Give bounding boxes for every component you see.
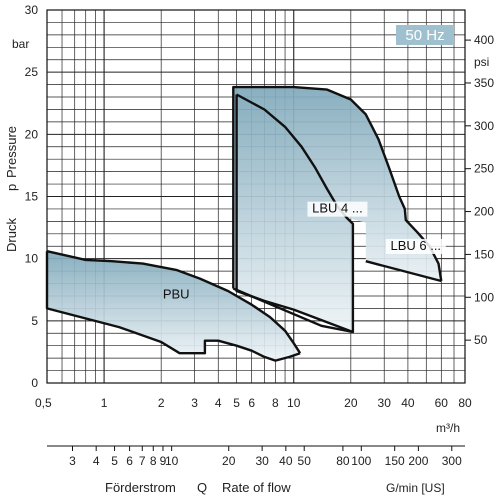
outline-lbu6-bottom [365,260,442,283]
x-unit-gpm: G/min [US] [386,481,445,495]
frequency-badge-label: 50 Hz [405,27,444,44]
frequency-badge [396,25,454,45]
tick-label-gpm: 40 [279,454,293,468]
tick-label-psi: 50 [474,333,488,347]
tick-label-gpm: 30 [255,454,269,468]
tick-label-m3h: 0,5 [35,396,52,410]
tick-label-gpm: 8 [150,454,157,468]
plot-frame [46,9,466,384]
region-label: LBU 6 ... [390,238,441,253]
tick-label-psi: 100 [474,290,494,304]
tick-label-psi: 150 [474,247,494,261]
tick-label-m3h: 80 [458,396,472,410]
tick-label-m3h: 5 [233,396,240,410]
tick-label-m3h: 8 [272,396,279,410]
region-labels: PBU LBU 4 ... LBU 6 ... [163,201,446,301]
region-label: PBU [163,286,190,301]
tick-label-psi: 400 [474,33,494,47]
y-unit-psi: psi [474,55,489,69]
tick-label-gpm: 7 [139,454,146,468]
region-lbu-4 [236,94,353,332]
tick-label-m3h: 4 [215,396,222,410]
tick-label-gpm: 4 [93,454,100,468]
tick-label-m3h: 6 [248,396,255,410]
tick-label-bar: 10 [25,252,39,266]
tick-label-gpm: 9 [160,454,167,468]
tick-label-gpm: 80 [336,454,350,468]
tick-label-psi: 200 [474,205,494,219]
tick-label-m3h: 2 [158,396,165,410]
tick-label-gpm: 300 [442,454,462,468]
x-title-foerderstrom: Förderstrom [105,480,176,495]
pressure-psi-ticks: 50 100 150 200 250 300 350 400 [465,33,494,347]
y-title-druck: Druck [4,218,19,252]
tick-label-gpm: 100 [351,454,371,468]
tick-label-m3h: 60 [435,396,449,410]
tick-label-m3h: 30 [378,396,392,410]
tick-label-bar: 30 [25,3,39,17]
tick-label-gpm: 10 [165,454,179,468]
y-title-pressure: Pressure [4,126,19,178]
region-label: LBU 4 ... [312,201,363,216]
tick-label-m3h: 20 [344,396,358,410]
tick-label-gpm: 50 [298,454,312,468]
tick-label-gpm: 6 [126,454,133,468]
tick-label-gpm: 200 [408,454,428,468]
y-title-p: p [4,184,19,191]
tick-label-psi: 250 [474,162,494,176]
x-title-rate-of-flow: Rate of flow [222,480,291,495]
tick-label-gpm: 150 [385,454,405,468]
region-pbu [47,251,301,361]
tick-label-m3h: 3 [191,396,198,410]
x-unit-m3h: m³/h [436,421,460,435]
y-unit-bar: bar [12,37,29,51]
tick-label-gpm: 5 [111,454,118,468]
tick-label-m3h: 1 [101,396,108,410]
tick-label-psi: 300 [474,119,494,133]
tick-label-m3h: 40 [401,396,415,410]
tick-label-bar: 5 [31,314,38,328]
tick-label-bar: 0 [31,376,38,390]
outline-pbu-lower [45,251,301,362]
tick-label-psi: 350 [474,76,494,90]
flow-gpm-ticks: 3 4 5 6 7 8 910 20 30 40 50 80 100 150 200 300 [69,446,462,468]
pressure-bar-ticks: 0 5 10 15 20 25 30 [25,3,39,390]
flow-m3h-ticks: 0,5 1 2 3 4 5 6 8 10 20 30 40 60 80 [35,396,472,410]
tick-label-bar: 15 [25,190,39,204]
tick-label-bar: 20 [25,127,39,141]
x-title-q: Q [197,480,207,495]
tick-label-gpm: 20 [222,454,236,468]
outline-pbu-to-lbu [232,287,354,334]
tick-label-gpm: 3 [69,454,76,468]
outline-pbu-upper [46,250,302,354]
tick-label-bar: 25 [25,65,39,79]
tick-label-m3h: 10 [287,396,301,410]
region-label-background [307,201,368,217]
region-label-background [385,238,446,254]
